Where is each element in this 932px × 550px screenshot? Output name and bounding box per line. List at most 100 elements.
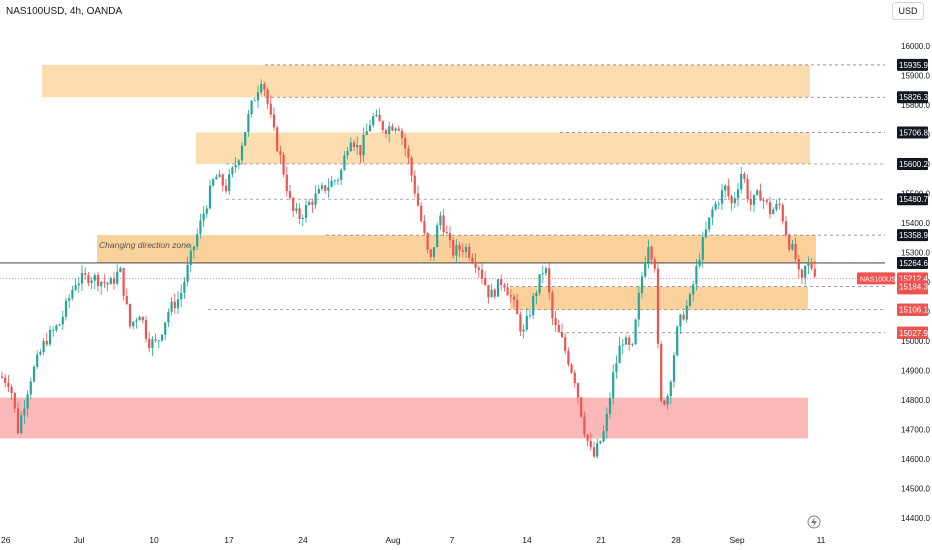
candle-body-147 (471, 257, 474, 263)
candle-body-46 (148, 338, 151, 348)
x-tick-8: 21 (596, 535, 606, 545)
candle-body-50 (160, 334, 164, 341)
candle-body-71 (228, 174, 231, 192)
candle-body-254 (813, 268, 816, 277)
candle-body-36 (116, 272, 119, 284)
candle-body-108 (346, 151, 349, 156)
x-tick-6: 7 (450, 535, 455, 545)
candle-body-77 (247, 113, 250, 133)
candle-body-89 (285, 174, 288, 192)
candle-body-221 (708, 217, 711, 230)
candle-body-185 (592, 447, 596, 457)
candle-body-34 (109, 278, 112, 285)
candle-body-233 (746, 178, 749, 200)
level-label-4: 15480.7 (899, 195, 928, 204)
candle-body-133 (426, 233, 429, 250)
candle-body-218 (698, 259, 701, 266)
candle-body-60 (192, 246, 196, 251)
candle-body-187 (599, 441, 602, 444)
candle-body-54 (173, 301, 176, 309)
candle-body-129 (413, 175, 416, 194)
candle-body-66 (212, 179, 215, 186)
red-level-bg-0 (897, 280, 928, 293)
candle-body-137 (439, 215, 442, 226)
candle-body-2 (7, 382, 10, 387)
candle-body-125 (400, 130, 404, 139)
candle-body-152 (487, 285, 490, 298)
candle-body-158 (506, 287, 509, 296)
red-level-bg-2 (897, 326, 928, 339)
candle-body-128 (410, 157, 413, 176)
candle-body-45 (144, 320, 148, 339)
x-tick-10: Sep (729, 535, 744, 545)
candle-body-237 (759, 190, 762, 201)
candle-body-35 (112, 278, 116, 284)
candle-body-57 (183, 281, 186, 293)
candle-body-216 (692, 284, 695, 295)
candle-body-27 (87, 274, 90, 284)
candle-body-235 (752, 194, 756, 205)
candle-body-67 (215, 176, 218, 180)
candle-body-107 (343, 155, 346, 170)
x-tick-1: Jul (74, 535, 85, 545)
candle-body-189 (605, 413, 608, 432)
candle-body-243 (778, 203, 781, 205)
candle-body-90 (288, 191, 292, 198)
level-label-1: 15826.3 (899, 93, 928, 102)
candle-body-28 (90, 280, 93, 284)
candle-body-131 (420, 205, 423, 222)
x-tick-4: 24 (298, 535, 308, 545)
candle-body-41 (132, 321, 135, 327)
candle-body-76 (244, 132, 247, 146)
lightning-icon (807, 515, 821, 529)
level-label-5: 15358.9 (899, 231, 928, 240)
candle-body-87 (279, 151, 282, 155)
candle-body-245 (784, 221, 788, 236)
symbol-tag-bg (857, 272, 895, 285)
candle-body-3 (10, 386, 13, 393)
candle-body-94 (301, 217, 304, 219)
candle-body-173 (554, 318, 557, 326)
candle-body-22 (71, 289, 74, 299)
candle-body-62 (199, 220, 202, 235)
candle-body-32 (103, 281, 106, 284)
price-axis: 16000.015900.015800.015700.015600.015500… (857, 42, 930, 523)
candle-body-19 (61, 316, 64, 325)
candle-body-31 (100, 281, 103, 287)
candle-body-239 (765, 200, 768, 203)
candle-body-84 (269, 103, 272, 115)
candle-body-95 (304, 205, 308, 218)
candle-body-14 (45, 340, 48, 345)
chart-title: NAS100USD, 4h, OANDA (6, 6, 123, 17)
candle-body-145 (464, 246, 468, 252)
candle-body-206 (660, 343, 663, 401)
candle-body-115 (368, 125, 372, 132)
candle-body-251 (804, 265, 807, 278)
candle-body-146 (468, 246, 471, 258)
y-tick-11: 14900.0 (901, 367, 930, 376)
candle-body-200 (640, 276, 644, 294)
candle-body-122 (391, 126, 394, 131)
candle-body-93 (298, 208, 301, 219)
candle-body-139 (445, 232, 448, 234)
level-label-6: 15264.6 (899, 259, 928, 268)
candle-body-204 (653, 259, 656, 269)
candle-body-103 (330, 180, 333, 187)
candle-body-23 (74, 285, 77, 290)
red-level-label-1: 15106.1 (899, 306, 928, 315)
candle-body-223 (714, 203, 717, 210)
currency-button[interactable]: USD (892, 2, 924, 20)
candle-body-164 (525, 315, 528, 330)
candle-body-183 (586, 434, 589, 441)
candle-body-155 (496, 279, 500, 297)
candle-body-52 (167, 311, 170, 323)
candle-body-242 (775, 203, 778, 210)
candle-body-234 (749, 199, 752, 205)
zone-demand-4 (0, 397, 808, 439)
candle-body-38 (122, 268, 125, 296)
candle-body-199 (637, 293, 640, 320)
candle-body-105 (336, 179, 340, 181)
candle-body-98 (314, 193, 317, 205)
zone-supply-1 (196, 132, 810, 164)
